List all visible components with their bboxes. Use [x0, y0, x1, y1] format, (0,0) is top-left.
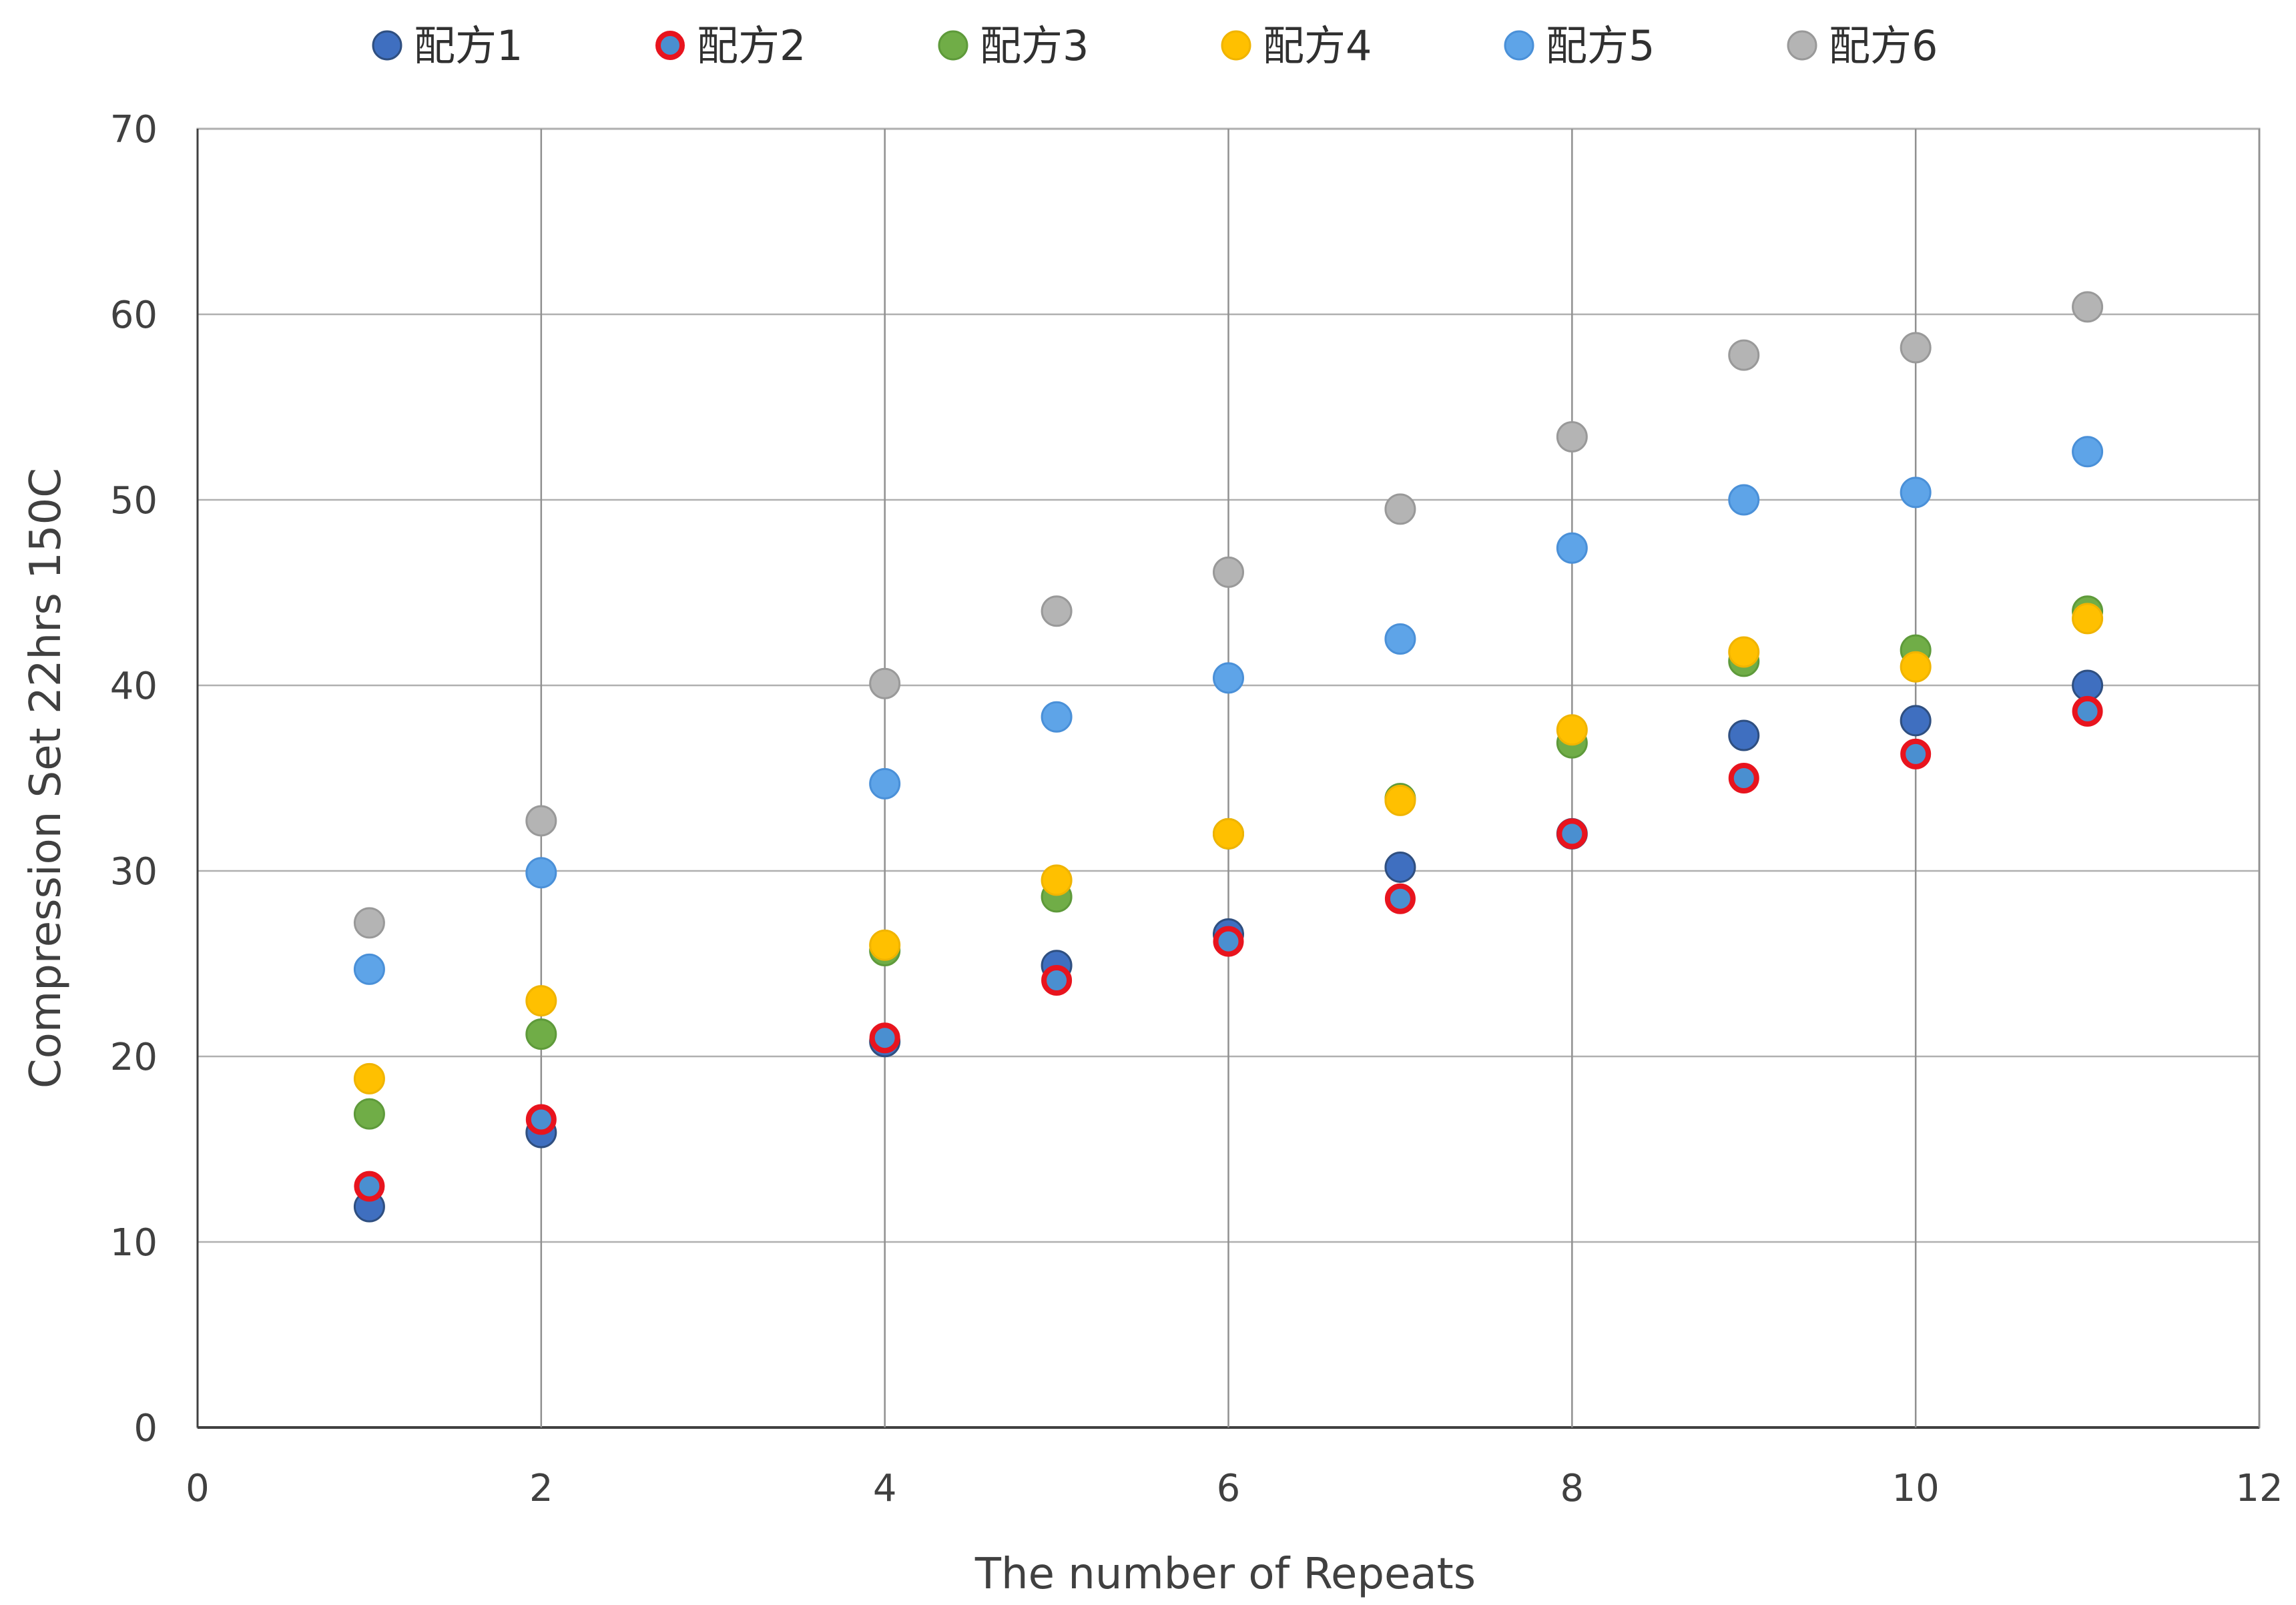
data-point: [1900, 476, 1932, 509]
legend-marker: [1787, 30, 1817, 61]
data-points: [353, 291, 2104, 1223]
legend-label: 配方2: [697, 21, 806, 70]
series-2: [354, 695, 2103, 1202]
data-point: [1213, 662, 1244, 694]
tick-labels: 0 10 20 30 40 50 60 70 0 2 4 6 8 10 12: [110, 108, 2283, 1510]
legend-label: 配方6: [1829, 21, 1938, 70]
data-point: [2072, 603, 2104, 635]
y-tick-label: 40: [110, 665, 158, 708]
data-point: [354, 1171, 385, 1202]
data-point: [1384, 851, 1416, 883]
data-point: [525, 805, 557, 837]
legend-marker: [655, 31, 685, 60]
data-point: [1041, 864, 1073, 896]
data-point: [1556, 532, 1588, 564]
legend-label: 配方3: [980, 21, 1089, 70]
data-point: [1556, 818, 1588, 850]
data-point: [1384, 784, 1416, 816]
data-point: [1384, 883, 1416, 914]
y-tick-label: 50: [110, 479, 158, 523]
data-point: [1728, 636, 1760, 668]
x-tick-label: 4: [873, 1467, 897, 1510]
legend-marker: [1221, 30, 1251, 61]
legend-marker: [372, 30, 402, 61]
data-point: [1041, 701, 1073, 733]
x-tick-label: 6: [1217, 1467, 1241, 1510]
data-point: [1556, 420, 1588, 452]
data-point: [1728, 719, 1760, 751]
x-tick-label: 8: [1560, 1467, 1585, 1510]
data-point: [1900, 738, 1932, 769]
data-point: [2072, 695, 2103, 727]
data-point: [353, 1098, 385, 1130]
x-tick-label: 0: [186, 1467, 210, 1510]
data-point: [2072, 669, 2104, 701]
y-axis-title: Compression Set 22hrs 150C: [21, 468, 71, 1088]
data-point: [1728, 484, 1760, 516]
data-point: [525, 1104, 557, 1135]
data-point: [1556, 714, 1588, 746]
data-point: [1041, 595, 1073, 627]
data-point: [869, 929, 901, 961]
data-point: [1213, 926, 1244, 957]
data-point: [1728, 339, 1760, 371]
y-tick-label: 0: [133, 1407, 158, 1450]
x-axis-title: The number of Repeats: [974, 1550, 1476, 1599]
x-tick-label: 2: [529, 1467, 553, 1510]
y-tick-label: 10: [110, 1221, 158, 1265]
data-point: [869, 1022, 900, 1054]
data-point: [1213, 818, 1244, 850]
data-point: [869, 667, 901, 699]
x-tick-label: 10: [1892, 1467, 1940, 1510]
data-point: [869, 767, 901, 799]
series-5: [353, 436, 2104, 985]
data-point: [1728, 763, 1759, 793]
legend-marker: [1504, 30, 1534, 61]
y-tick-label: 20: [110, 1036, 158, 1079]
y-tick-label: 60: [110, 294, 158, 337]
data-point: [1900, 332, 1932, 364]
legend-label: 配方4: [1263, 21, 1372, 70]
data-point: [353, 1062, 385, 1094]
series-4: [353, 603, 2104, 1094]
data-point: [2072, 291, 2104, 323]
data-point: [525, 985, 557, 1017]
data-point: [1213, 556, 1244, 588]
data-point: [353, 953, 385, 985]
data-point: [1384, 493, 1416, 525]
y-tick-label: 70: [110, 108, 158, 151]
data-point: [1900, 705, 1932, 737]
legend-marker: [938, 30, 968, 61]
series-6: [353, 291, 2104, 939]
data-point: [525, 1018, 557, 1050]
data-point: [1384, 623, 1416, 655]
legend-label: 配方5: [1546, 21, 1655, 70]
data-point: [2072, 436, 2104, 468]
x-tick-label: 12: [2235, 1467, 2283, 1510]
data-point: [1900, 651, 1932, 683]
data-point: [353, 907, 385, 939]
data-point: [1041, 965, 1073, 996]
legend-label: 配方1: [414, 21, 523, 70]
legend: 配方1 配方2 配方3 配方4 配方5 配方6: [372, 21, 1938, 70]
gridlines: [196, 127, 2261, 1429]
y-tick-label: 30: [110, 850, 158, 894]
data-point: [525, 857, 557, 889]
